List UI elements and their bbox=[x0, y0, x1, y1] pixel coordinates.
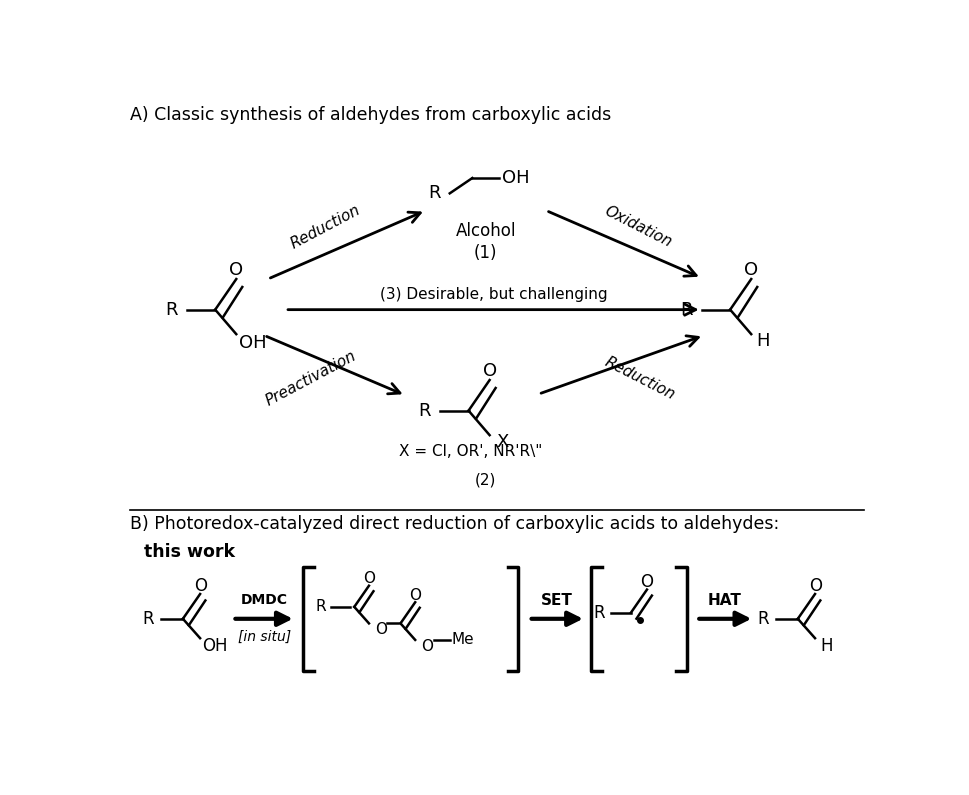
Text: O: O bbox=[409, 588, 421, 603]
Text: (2): (2) bbox=[475, 472, 496, 487]
Text: (3) Desirable, but challenging: (3) Desirable, but challenging bbox=[379, 288, 607, 302]
Text: A) Classic synthesis of aldehydes from carboxylic acids: A) Classic synthesis of aldehydes from c… bbox=[130, 107, 610, 125]
Text: O: O bbox=[229, 261, 243, 279]
Text: this work: this work bbox=[143, 544, 234, 561]
Text: SET: SET bbox=[541, 593, 573, 608]
Text: R: R bbox=[592, 603, 604, 622]
Text: O: O bbox=[482, 362, 496, 380]
Text: HAT: HAT bbox=[707, 593, 741, 608]
Text: R: R bbox=[142, 610, 154, 628]
Text: O: O bbox=[362, 572, 375, 587]
Text: Me: Me bbox=[451, 632, 474, 647]
Text: O: O bbox=[808, 577, 822, 595]
Text: Preactivation: Preactivation bbox=[263, 348, 359, 409]
Text: X: X bbox=[496, 433, 509, 452]
Text: [in situ]: [in situ] bbox=[237, 630, 291, 644]
Text: R: R bbox=[165, 301, 177, 319]
Text: H: H bbox=[820, 637, 832, 655]
Text: DMDC: DMDC bbox=[240, 593, 287, 607]
Text: R: R bbox=[419, 401, 431, 420]
Text: Oxidation: Oxidation bbox=[602, 204, 673, 250]
Text: R: R bbox=[315, 599, 326, 615]
Text: O: O bbox=[640, 573, 653, 591]
Text: Reduction: Reduction bbox=[288, 203, 362, 252]
Text: B) Photoredox-catalyzed direct reduction of carboxylic acids to aldehydes:: B) Photoredox-catalyzed direct reduction… bbox=[130, 514, 779, 533]
Text: O: O bbox=[422, 639, 433, 653]
Text: (1): (1) bbox=[474, 244, 497, 262]
Text: Reduction: Reduction bbox=[602, 354, 677, 402]
Text: O: O bbox=[375, 622, 387, 638]
Text: O: O bbox=[743, 261, 758, 279]
Text: OH: OH bbox=[502, 169, 529, 187]
Text: Alcohol: Alcohol bbox=[455, 223, 516, 240]
Text: H: H bbox=[756, 332, 769, 351]
Text: R: R bbox=[428, 184, 441, 203]
Text: O: O bbox=[194, 577, 207, 595]
Text: OH: OH bbox=[202, 637, 227, 655]
Text: X = Cl, OR', NR'R\": X = Cl, OR', NR'R\" bbox=[398, 444, 542, 460]
Text: R: R bbox=[679, 301, 692, 319]
Text: OH: OH bbox=[238, 334, 266, 351]
Text: R: R bbox=[757, 610, 768, 628]
